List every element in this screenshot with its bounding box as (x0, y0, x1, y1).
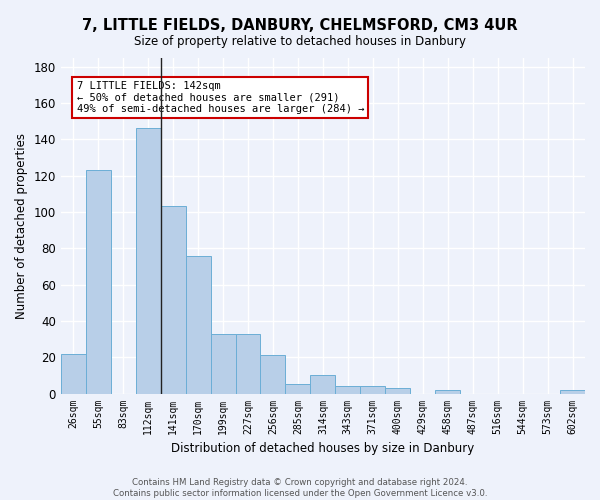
Bar (185, 256, 211, 394)
Text: Size of property relative to detached houses in Danbury: Size of property relative to detached ho… (134, 35, 466, 48)
Bar (361, 386, 385, 394)
Bar (435, 390, 460, 394)
Bar (161, 206, 185, 394)
Bar (61, 354, 86, 394)
Y-axis label: Number of detached properties: Number of detached properties (15, 132, 28, 318)
Bar (335, 386, 361, 394)
Bar (286, 384, 310, 394)
Bar (310, 376, 335, 394)
Bar (560, 390, 585, 394)
Text: 7, LITTLE FIELDS, DANBURY, CHELMSFORD, CM3 4UR: 7, LITTLE FIELDS, DANBURY, CHELMSFORD, C… (82, 18, 518, 32)
X-axis label: Distribution of detached houses by size in Danbury: Distribution of detached houses by size … (171, 442, 475, 455)
Text: Contains HM Land Registry data © Crown copyright and database right 2024.
Contai: Contains HM Land Registry data © Crown c… (113, 478, 487, 498)
Bar (86, 170, 111, 394)
Bar (136, 128, 161, 394)
Text: 7 LITTLE FIELDS: 142sqm
← 50% of detached houses are smaller (291)
49% of semi-d: 7 LITTLE FIELDS: 142sqm ← 50% of detache… (77, 81, 364, 114)
Bar (260, 356, 286, 394)
Bar (236, 334, 260, 394)
Bar (211, 334, 236, 394)
Bar (385, 388, 410, 394)
